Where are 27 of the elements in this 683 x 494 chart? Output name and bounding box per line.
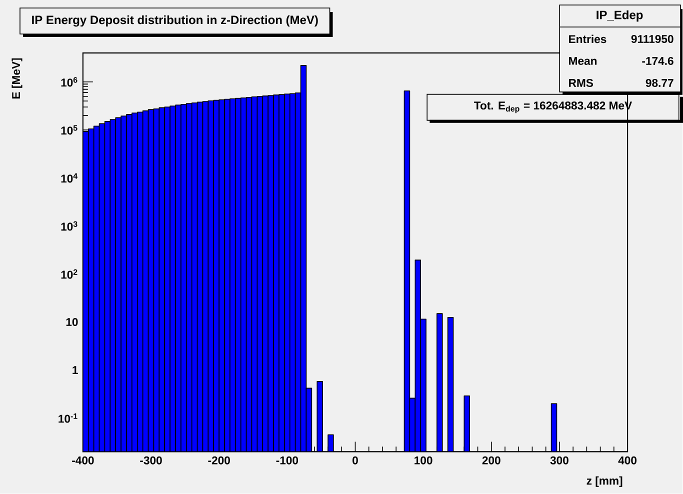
annotation: Mean <box>569 57 597 66</box>
text: IP_Edep <box>596 10 643 22</box>
chart-title: IP Energy Deposit distribution in z-Direction (MeV) <box>32 16 318 27</box>
x-tick-label: 100 <box>414 456 432 465</box>
x-tick-label: -100 <box>276 456 298 465</box>
x-tick-label: -400 <box>72 456 94 465</box>
y-axis-title: E [MeV] <box>12 58 22 99</box>
x-tick-label: -200 <box>208 456 230 465</box>
x-tick-label: 0 <box>352 456 358 465</box>
x-tick-label: 400 <box>618 456 637 465</box>
y-tick-label: 10$^{3}$ <box>61 221 78 231</box>
y-tick-label: 10$^{2}$ <box>61 269 78 279</box>
text: Entries <box>569 34 606 44</box>
y-tick-label: 10$^{5}$ <box>61 125 78 135</box>
y-tick-label: 10$^{-1}$ <box>58 414 78 423</box>
text: -174.6 <box>642 57 674 66</box>
text: 9111950 <box>631 35 674 44</box>
y-tick-label: 1 <box>72 366 78 374</box>
y-tick-label: 10$^{6}$ <box>61 77 78 87</box>
y-tick-label: 10 <box>66 318 78 326</box>
x-tick-label: 200 <box>482 456 500 465</box>
annotation: RMS <box>569 79 594 88</box>
x-tick-label: 300 <box>550 456 568 465</box>
text: 98.77 <box>646 79 674 88</box>
x-axis-title: z [mm] <box>586 476 622 488</box>
x-tick-label: -300 <box>140 456 162 465</box>
y-tick-label: 10$^{4}$ <box>61 173 78 183</box>
